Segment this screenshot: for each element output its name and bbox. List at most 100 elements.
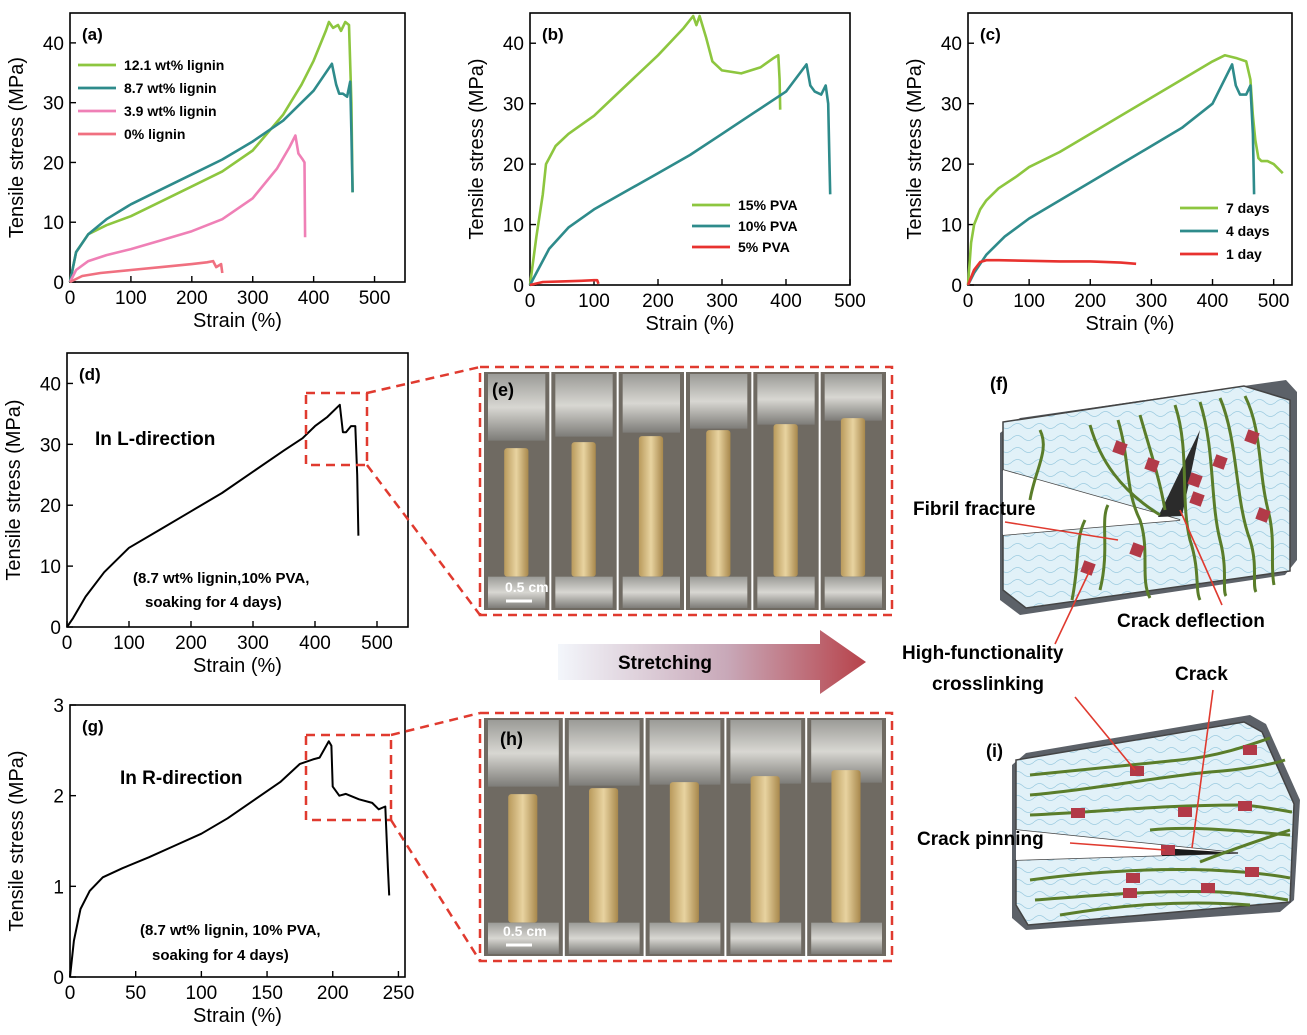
x-tick-label: 300	[237, 633, 269, 654]
legend-label: 10% PVA	[738, 218, 798, 234]
schematic-i: High-functionality crosslinking Crack (i…	[902, 643, 1300, 930]
x-tick-label: 0	[65, 288, 76, 309]
chart-c: 0 100 200 300 400 500 0 10 20 30 40 Strain (%) Tensi…	[904, 13, 1292, 335]
photo-specimen	[639, 436, 663, 577]
x-tick-label: 500	[1258, 291, 1290, 312]
x-axis-label: Strain (%)	[193, 310, 282, 332]
crosslinking-label-line2: crosslinking	[932, 674, 1044, 695]
panel-label-i: (i)	[986, 741, 1003, 761]
x-tick-label: 100	[113, 633, 145, 654]
y-tick-label: 10	[40, 557, 61, 578]
y-axis-label: Tensile stress (MPa)	[6, 750, 28, 931]
crosslink-knot	[1071, 808, 1085, 818]
legend-label: 0% lignin	[124, 126, 185, 142]
legend-label: 4 days	[1226, 223, 1270, 239]
y-tick-label: 30	[941, 95, 962, 116]
photo-specimen	[572, 442, 596, 577]
crosslink-knot	[1201, 883, 1215, 893]
y-tick-label: 40	[43, 34, 64, 55]
photo-e-strips	[484, 372, 886, 610]
photo-lower-clamp	[730, 923, 801, 954]
panel-label: (b)	[542, 25, 564, 44]
legend-label: 3.9 wt% lignin	[124, 103, 217, 119]
x-tick-label: 200	[642, 291, 674, 312]
legend-label: 5% PVA	[738, 239, 790, 255]
y-tick-label: 10	[43, 213, 64, 234]
x-axis-label: Strain (%)	[193, 1005, 282, 1027]
x-tick-label: 250	[383, 983, 415, 1004]
photo-upper-clamp	[488, 720, 559, 787]
chart-d: 0 100 200 300 400 500010203040Strain (%)Tensi…	[3, 353, 408, 677]
photo-lower-clamp	[555, 577, 612, 608]
y-tick-label: 0	[53, 273, 64, 294]
x-tick-label: 0	[62, 633, 73, 654]
panel-label: (a)	[82, 25, 103, 44]
sample-note: (8.7 wt% lignin, 10% PVA,	[140, 922, 321, 939]
x-tick-label: 150	[251, 983, 283, 1004]
crosslink-knot	[1238, 801, 1252, 811]
panel-label-f: (f)	[990, 374, 1008, 394]
photo-specimen	[774, 424, 798, 577]
chart-g: 0 50 100 150 200 2500123Strain (%)Tensile str…	[6, 696, 414, 1027]
x-tick-label: 0	[963, 291, 974, 312]
crosslink-knot	[1243, 745, 1257, 755]
panel-label: (d)	[79, 365, 101, 384]
x-tick-label: 400	[298, 288, 330, 309]
panel-label-e: (e)	[492, 380, 514, 400]
x-tick-label: 0	[525, 291, 536, 312]
y-tick-label: 30	[40, 435, 61, 456]
crack-label: Crack	[1175, 664, 1228, 685]
panel-label-h: (h)	[500, 729, 523, 749]
stretching-arrow: Stretching	[558, 630, 866, 694]
y-tick-label: 3	[53, 696, 64, 717]
scale-label-h: 0.5 cm	[503, 923, 547, 939]
photo-lower-clamp	[757, 577, 814, 608]
plot-frame	[530, 13, 850, 285]
x-tick-label: 500	[834, 291, 866, 312]
series-line	[70, 136, 305, 283]
photo-panel-e: (e) 0.5 cm	[480, 367, 892, 615]
y-tick-label: 0	[951, 276, 962, 297]
photo-upper-clamp	[650, 720, 721, 785]
x-tick-label: 300	[237, 288, 269, 309]
panel-label: (c)	[980, 25, 1001, 44]
photo-upper-clamp	[690, 374, 747, 429]
photo-lower-clamp	[690, 577, 747, 608]
arrow-shape	[558, 630, 866, 694]
schematic-f: (f) Fibril fracture Crack deflection	[913, 374, 1297, 644]
sample-note: soaking for 4 days)	[152, 947, 289, 964]
y-tick-label: 20	[503, 155, 524, 176]
crosslink-knot	[1123, 888, 1137, 898]
legend-label: 12.1 wt% lignin	[124, 57, 224, 73]
scale-label-e: 0.5 cm	[505, 579, 549, 595]
photo-upper-clamp	[730, 720, 801, 784]
crosslink-knot	[1126, 873, 1140, 883]
series-line	[968, 260, 1136, 285]
photo-specimen	[841, 418, 865, 577]
x-tick-label: 200	[317, 983, 349, 1004]
y-tick-label: 0	[513, 276, 524, 297]
series-line	[968, 64, 1254, 285]
photo-lower-clamp	[825, 577, 882, 608]
photo-lower-clamp	[569, 923, 640, 954]
photo-panel-h: (h) 0.5 cm	[480, 713, 892, 961]
x-tick-label: 100	[1013, 291, 1045, 312]
x-tick-label: 200	[175, 633, 207, 654]
crosslink-knot	[1245, 867, 1259, 877]
crosslinking-label-line1: High-functionality	[902, 643, 1064, 664]
zoom-box-d	[306, 393, 367, 465]
direction-annotation: In L-direction	[95, 429, 215, 450]
x-tick-label: 400	[299, 633, 331, 654]
sample-note: soaking for 4 days)	[145, 594, 282, 611]
sample-note: (8.7 wt% lignin,10% PVA,	[133, 570, 309, 587]
y-tick-label: 40	[941, 34, 962, 55]
x-tick-label: 400	[770, 291, 802, 312]
x-axis-label: Strain (%)	[1086, 313, 1175, 335]
chart-b: 0 100 200 300 400 500010203040Strain (%)Tensi…	[466, 13, 866, 335]
photo-specimen	[706, 430, 730, 577]
fibril-fracture-label: Fibril fracture	[913, 499, 1035, 520]
x-axis-label: Strain (%)	[646, 313, 735, 335]
y-tick-label: 20	[43, 153, 64, 174]
y-tick-label: 20	[941, 155, 962, 176]
crosslink-knot	[1178, 807, 1192, 817]
